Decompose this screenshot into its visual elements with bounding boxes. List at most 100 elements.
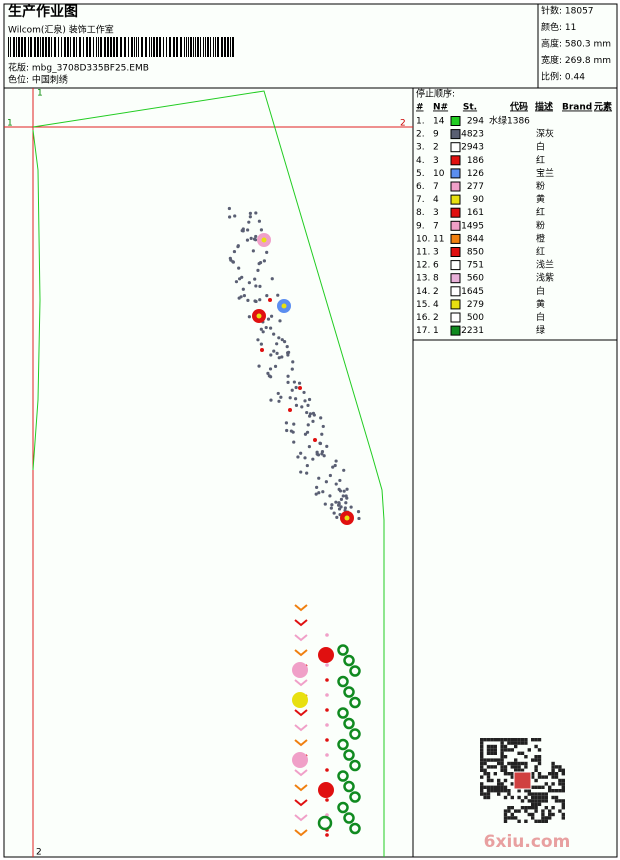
qr-logo: [513, 771, 532, 790]
bar: [67, 37, 69, 57]
marker: 2: [36, 848, 42, 858]
qr-cell: [527, 799, 531, 803]
bar: [173, 37, 175, 57]
qr-cell: [524, 819, 528, 823]
qr-cell: [480, 755, 484, 759]
bar: [98, 37, 99, 57]
description: 黄: [536, 193, 545, 205]
qr-cell: [480, 775, 484, 779]
qr-cell: [524, 806, 528, 810]
qr-cell: [537, 738, 542, 742]
bar: [213, 37, 214, 57]
qr-cell: [561, 768, 565, 772]
qr-cell: [507, 741, 511, 745]
qr-cell: [510, 765, 514, 769]
stitches: 500: [467, 313, 484, 323]
qr-cell: [514, 816, 518, 820]
qr-cell: [541, 812, 545, 817]
qr-cell: [551, 775, 555, 779]
swatch: [450, 168, 461, 179]
stitch: [332, 511, 336, 515]
stitch: [307, 444, 311, 449]
qr-cell: [531, 775, 535, 779]
marker: 1: [7, 119, 13, 129]
qr-cell: [507, 816, 511, 820]
qr-cell: [527, 806, 531, 810]
qr-cell: [510, 782, 514, 786]
bar: [134, 37, 135, 57]
swatch: [450, 325, 461, 336]
bar: [180, 37, 182, 57]
stitch: [329, 506, 333, 510]
stitch: [251, 249, 255, 253]
stitch: [273, 364, 278, 368]
flower: [318, 647, 334, 663]
column-header: #: [416, 103, 424, 113]
bar: [120, 37, 122, 57]
qr-cell: [544, 799, 548, 803]
stitch: [328, 494, 332, 498]
bar: [184, 37, 185, 57]
stitch: [341, 494, 345, 498]
qr-cell: [503, 765, 508, 769]
qr-cell: [507, 809, 511, 813]
stitch: [254, 238, 258, 242]
qr-cell: [483, 738, 487, 742]
flower: [292, 752, 308, 768]
row-index: 1.: [416, 117, 425, 127]
qr-cell: [544, 775, 548, 779]
qr-cell: [480, 789, 484, 793]
bar: [54, 37, 56, 57]
stitch: [240, 275, 244, 279]
leaf: [343, 812, 355, 824]
qr-cell: [480, 744, 484, 749]
stitch: [270, 277, 274, 281]
bar: [86, 37, 88, 57]
needle: 7: [433, 221, 439, 231]
qr-cell: [524, 809, 528, 813]
marker: 2: [400, 119, 406, 129]
dot: [325, 708, 329, 712]
qr-cell: [537, 755, 542, 759]
bar: [166, 37, 167, 57]
leaf: [337, 770, 349, 782]
qr-cell: [554, 799, 559, 803]
leaf: [317, 815, 333, 831]
row-index: 9.: [416, 221, 425, 231]
qr-cell: [507, 789, 511, 793]
bar: [13, 37, 15, 57]
qr-cell: [480, 792, 484, 796]
qr-cell: [500, 755, 504, 759]
qr-cell: [493, 738, 497, 742]
qr-cell: [510, 812, 514, 817]
stitch: [323, 502, 327, 506]
qr-cell: [510, 795, 514, 800]
qr-cell: [537, 761, 542, 766]
qr-cell: [561, 806, 565, 810]
qr-cell: [497, 778, 501, 783]
stitch: [311, 457, 315, 461]
colorway: 色位: 中国刺绣: [8, 74, 68, 86]
bar: [128, 37, 129, 57]
qr-cell: [480, 782, 484, 786]
qr-cell: [534, 802, 538, 806]
qr-cell: [493, 751, 497, 755]
qr-cell: [486, 795, 491, 800]
bar: [186, 37, 187, 57]
stitch: [279, 395, 283, 399]
qr-cell: [486, 738, 491, 742]
stitch: [338, 489, 343, 493]
qr-cell: [497, 785, 501, 789]
qr-cell: [497, 758, 501, 762]
stitch: [303, 399, 307, 403]
qr-cell: [534, 738, 538, 742]
column-header: 描述: [535, 101, 553, 113]
qr-cell: [493, 748, 497, 752]
stitch: [248, 215, 252, 219]
qr-cell: [537, 799, 542, 803]
qr-cell: [517, 795, 521, 800]
bar: [42, 37, 44, 57]
qr-cell: [517, 789, 521, 793]
stitches: 90: [473, 195, 485, 205]
